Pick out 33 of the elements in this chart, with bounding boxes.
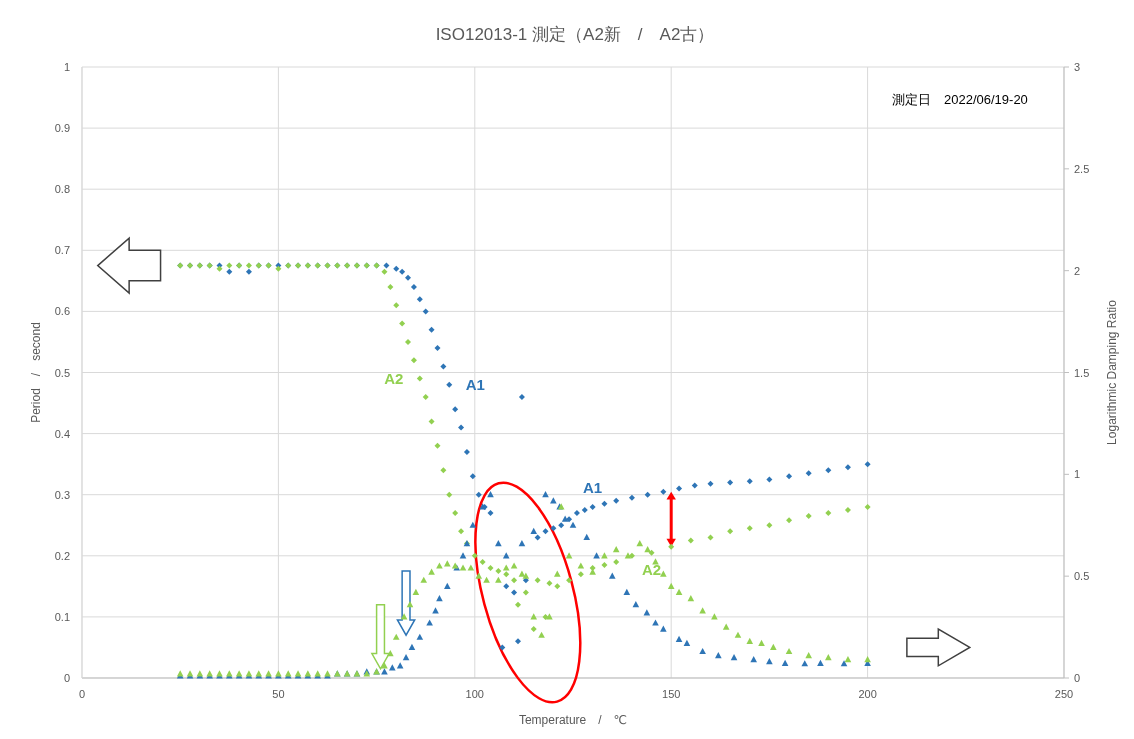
y-tick-label: 0.9 — [54, 122, 70, 135]
x-tick-label: 0 — [78, 688, 86, 700]
chart-title: ISO12013-1 測定（A2新 / A2古） — [435, 25, 715, 44]
x-axis-title: Temperature / ℃ — [518, 713, 628, 727]
y-tick-label: 1 — [63, 61, 70, 73]
y2-tick-label: 0 — [1074, 672, 1081, 684]
x-tick-label: 150 — [662, 688, 681, 700]
y-tick-label: 0.4 — [54, 427, 70, 440]
series-label: A1 — [583, 478, 603, 496]
y-axis-title: Period / second — [29, 322, 43, 423]
y-tick-label: 0.7 — [54, 244, 70, 257]
y2-tick-label: 1 — [1074, 468, 1081, 481]
y2-tick-label: 2.5 — [1074, 162, 1090, 175]
y2-tick-label: 1.5 — [1074, 366, 1090, 379]
text: A1 — [465, 375, 485, 393]
y-tick-label: 0.1 — [54, 610, 70, 623]
x-tick-label: 100 — [465, 688, 484, 700]
y2-tick-label: 0.5 — [1074, 570, 1090, 583]
text: A2 — [384, 369, 404, 387]
x-tick-label: 200 — [858, 688, 877, 700]
x-tick-label: 50 — [272, 688, 285, 700]
y-tick-label: 0.3 — [54, 488, 70, 501]
y2-axis-title: Logarithmic Damping Ratio — [1105, 299, 1119, 445]
y-tick-label: 0.5 — [54, 366, 70, 379]
annotation: 測定日 2022/06/19-20 — [892, 92, 1028, 107]
y-tick-label: 0.6 — [54, 305, 70, 318]
y-tick-label: 0 — [63, 672, 70, 684]
y2-tick-label: 2 — [1074, 264, 1081, 277]
y-tick-label: 0.8 — [54, 183, 70, 196]
y-tick-label: 0.2 — [54, 549, 70, 562]
series-label: A2 — [641, 560, 662, 578]
x-tick-label: 250 — [1054, 688, 1074, 700]
y2-tick-label: 3 — [1074, 61, 1081, 73]
